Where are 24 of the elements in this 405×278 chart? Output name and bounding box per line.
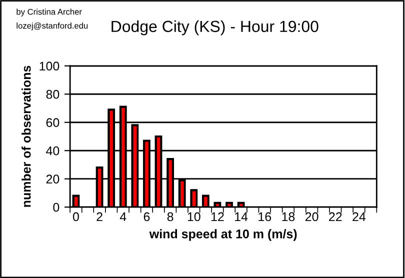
x-tick-label: 14	[235, 212, 248, 222]
y-axis-title: number of observations	[22, 66, 31, 207]
x-tick-label: 12	[211, 212, 224, 222]
x-tick-label: 18	[282, 212, 295, 222]
y-tick-label: 40	[46, 146, 60, 156]
y-tick-label: 20	[46, 174, 60, 184]
x-tick-label: 4	[120, 212, 126, 222]
x-tick-label: 20	[305, 212, 318, 222]
x-tick-label: 10	[188, 212, 200, 222]
x-tick-label: 8	[167, 212, 174, 222]
y-tick-label: 100	[40, 62, 60, 71]
x-tick-label: 22	[329, 212, 342, 222]
y-tick-label: 0	[53, 202, 60, 212]
x-tick-label: 16	[258, 212, 272, 222]
x-tick-label: 6	[144, 212, 150, 222]
x-tick-label: 2	[96, 212, 102, 222]
text: lozej@stanford.edu	[16, 22, 88, 30]
x-tick-label: 0	[72, 212, 79, 222]
chart-title: Dodge City (KS) - Hour 19:00	[112, 20, 318, 36]
y-tick-label: 60	[46, 118, 60, 128]
x-tick-label: 24	[352, 212, 366, 222]
x-axis-title: wind speed at 10 m (m/s)	[149, 229, 297, 241]
text: by Cristina Archer	[16, 8, 82, 16]
y-tick-label: 80	[46, 90, 60, 99]
